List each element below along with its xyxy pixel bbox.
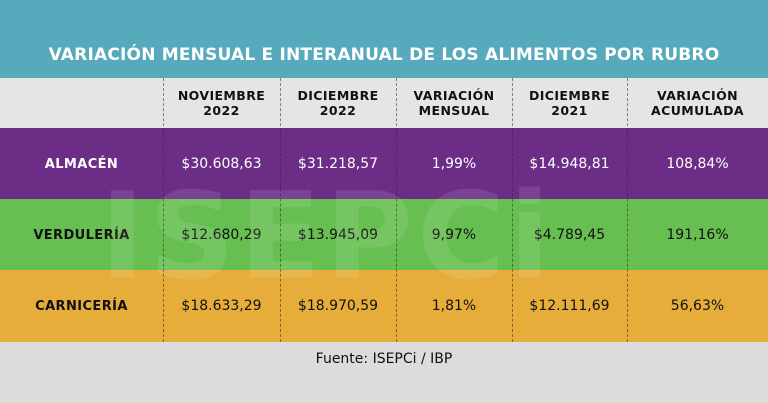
table-cell: $13.945,09 (297, 227, 379, 243)
table-cell: 1,99% (431, 156, 477, 172)
table-row: VERDULERÍA $12.680,29 $13.945,09 9,97% $4.78… (0, 199, 768, 271)
table-title: VARIACIÓN MENSUAL E INTERANUAL DE LOS AL… (48, 45, 720, 65)
column-separator (163, 78, 164, 342)
table-cell: $31.218,57 (297, 156, 379, 172)
column-header: NOVIEMBRE 2022 (163, 78, 280, 128)
column-header-line: 2022 (203, 103, 240, 118)
footer: Fuente: ISEPCi / IBP (0, 342, 768, 403)
column-header-line: NOVIEMBRE (177, 88, 266, 103)
table-cell: 9,97% (431, 227, 477, 243)
table-cell: $18.970,59 (297, 298, 379, 314)
table-cell: 1,81% (431, 298, 477, 314)
table-cell: $4.789,45 (533, 227, 606, 243)
column-header: VARIACIÓN MENSUAL (396, 78, 512, 128)
table-cell: 56,63% (670, 298, 725, 314)
table-cell: $14.948,81 (529, 156, 610, 172)
table-row: CARNICERÍA $18.633,29 $18.970,59 1,81% $12.1… (0, 270, 768, 342)
column-header: VARIACIÓN ACUMULADA (627, 78, 768, 128)
row-label: CARNICERÍA (35, 298, 128, 314)
column-header: DICIEMBRE 2021 (512, 78, 627, 128)
row-label: VERDULERÍA (33, 227, 130, 243)
column-header-line: DICIEMBRE (297, 88, 379, 103)
column-separator (512, 78, 513, 342)
column-header-line: 2022 (319, 103, 357, 118)
header-row: NOVIEMBRE 2022 DICIEMBRE 2022 VARIACIÓN MENSU… (0, 78, 768, 128)
column-header: DICIEMBRE 2022 (280, 78, 396, 128)
table-cell: $12.111,69 (529, 298, 610, 314)
column-header-line: ACUMULADA (651, 103, 744, 118)
table-row: ALMACÉN $30.608,63 $31.218,57 1,99% $14.948,… (0, 128, 768, 200)
column-separator (396, 78, 397, 342)
column-separator (280, 78, 281, 342)
column-header-line: VARIACIÓN (657, 88, 738, 103)
table-cell: 191,16% (666, 227, 729, 243)
column-header-line: 2021 (551, 103, 588, 118)
table-cell: $30.608,63 (181, 156, 262, 172)
table-cell: $12.680,29 (181, 227, 262, 243)
source-note: Fuente: ISEPCi / IBP (315, 350, 453, 367)
column-header-line: VARIACIÓN (413, 88, 495, 103)
column-separator (627, 78, 628, 342)
row-label: ALMACÉN (44, 156, 119, 172)
title-bar: VARIACIÓN MENSUAL E INTERANUAL DE LOS AL… (0, 0, 768, 78)
column-header-line: DICIEMBRE (528, 88, 611, 103)
table-cell: $18.633,29 (181, 298, 262, 314)
table-cell: 108,84% (666, 156, 729, 172)
column-header-line: MENSUAL (418, 103, 490, 118)
